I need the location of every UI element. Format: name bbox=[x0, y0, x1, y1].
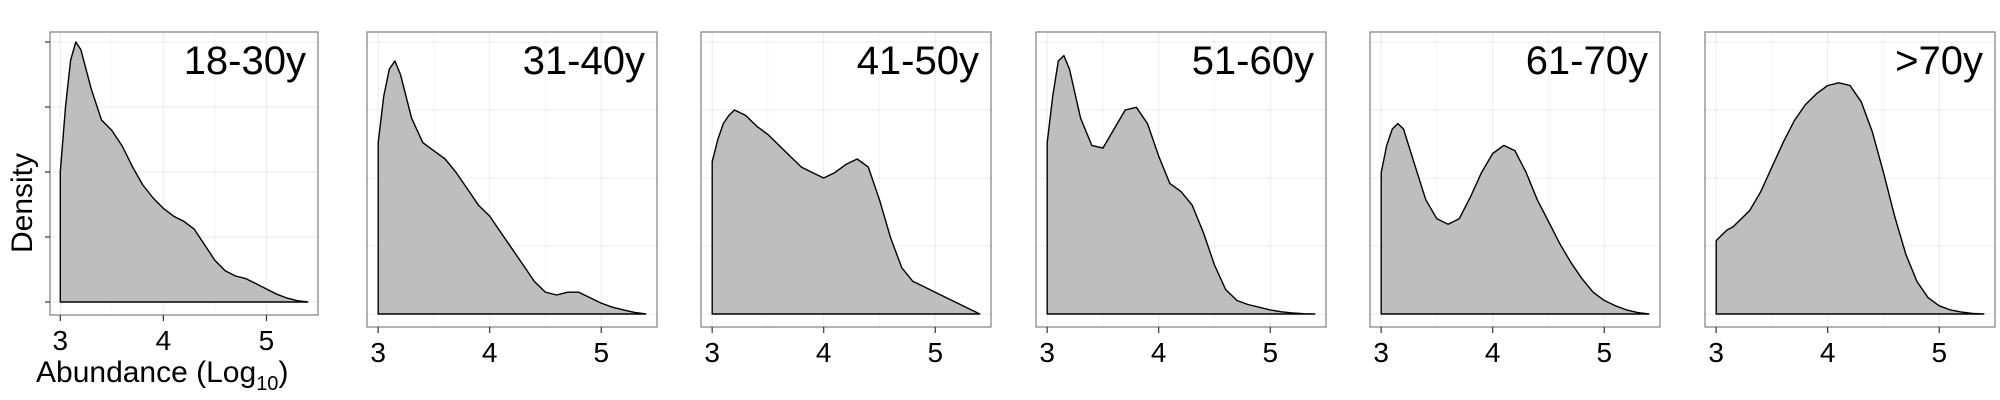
x-tick-label: 5 bbox=[259, 325, 275, 356]
panel-border bbox=[49, 31, 319, 316]
x-tick-label: 4 bbox=[156, 325, 172, 356]
panels-group: 3 4 5 18-30y 3 4 5 31-40y 3 4 5 41-50y 3 4 5 51-60y 3 4 5 6… bbox=[45, 31, 1996, 368]
x-tick-label: 3 bbox=[53, 325, 69, 356]
panel-title: 18-30y bbox=[184, 39, 306, 83]
x-tick-label: 3 bbox=[1039, 337, 1055, 368]
x-axis-label-main: Abundance (Log bbox=[36, 356, 256, 389]
density-area bbox=[377, 60, 647, 315]
panel-3: 3 4 5 41-50y bbox=[700, 31, 992, 368]
panel-title: 61-70y bbox=[1526, 39, 1648, 83]
x-axis-label-close: ) bbox=[278, 356, 288, 389]
panel-title: >70y bbox=[1895, 39, 1983, 83]
density-area bbox=[1046, 54, 1316, 315]
density-area bbox=[1380, 122, 1650, 315]
x-tick-label: 3 bbox=[704, 337, 720, 368]
panel-2: 3 4 5 31-40y bbox=[366, 31, 658, 368]
x-tick-label: 5 bbox=[1596, 337, 1612, 368]
density-area bbox=[1715, 82, 1985, 315]
x-tick-label: 4 bbox=[482, 337, 498, 368]
panel-4: 3 4 5 51-60y bbox=[1035, 31, 1327, 368]
panel-1: 3 4 5 18-30y bbox=[45, 31, 319, 356]
x-tick-label: 5 bbox=[927, 337, 943, 368]
x-tick-label: 3 bbox=[1708, 337, 1724, 368]
x-tick-label: 5 bbox=[1262, 337, 1278, 368]
panel-title: 31-40y bbox=[523, 39, 645, 83]
x-axis-label-subscript: 10 bbox=[256, 373, 278, 395]
x-tick-label: 3 bbox=[1373, 337, 1389, 368]
panel-title: 51-60y bbox=[1192, 39, 1314, 83]
panel-border bbox=[1369, 31, 1661, 328]
x-tick-label: 4 bbox=[1820, 337, 1836, 368]
panel-border bbox=[1704, 31, 1996, 328]
density-area bbox=[59, 41, 309, 303]
x-axis-label: Abundance (Log10) bbox=[36, 356, 288, 395]
panel-title: 41-50y bbox=[857, 39, 979, 83]
panel-border bbox=[700, 31, 992, 328]
density-area bbox=[711, 109, 981, 315]
panel-6: 3 4 5 >70y bbox=[1704, 31, 1996, 368]
panel-border bbox=[366, 31, 658, 328]
x-tick-label: 3 bbox=[370, 337, 386, 368]
y-axis-label: Density bbox=[6, 153, 39, 253]
x-tick-label: 4 bbox=[1485, 337, 1501, 368]
x-tick-label: 4 bbox=[816, 337, 832, 368]
x-tick-label: 5 bbox=[1931, 337, 1947, 368]
panel-5: 3 4 5 61-70y bbox=[1369, 31, 1661, 368]
x-tick-label: 4 bbox=[1151, 337, 1167, 368]
x-tick-label: 5 bbox=[593, 337, 609, 368]
panel-border bbox=[1035, 31, 1327, 328]
